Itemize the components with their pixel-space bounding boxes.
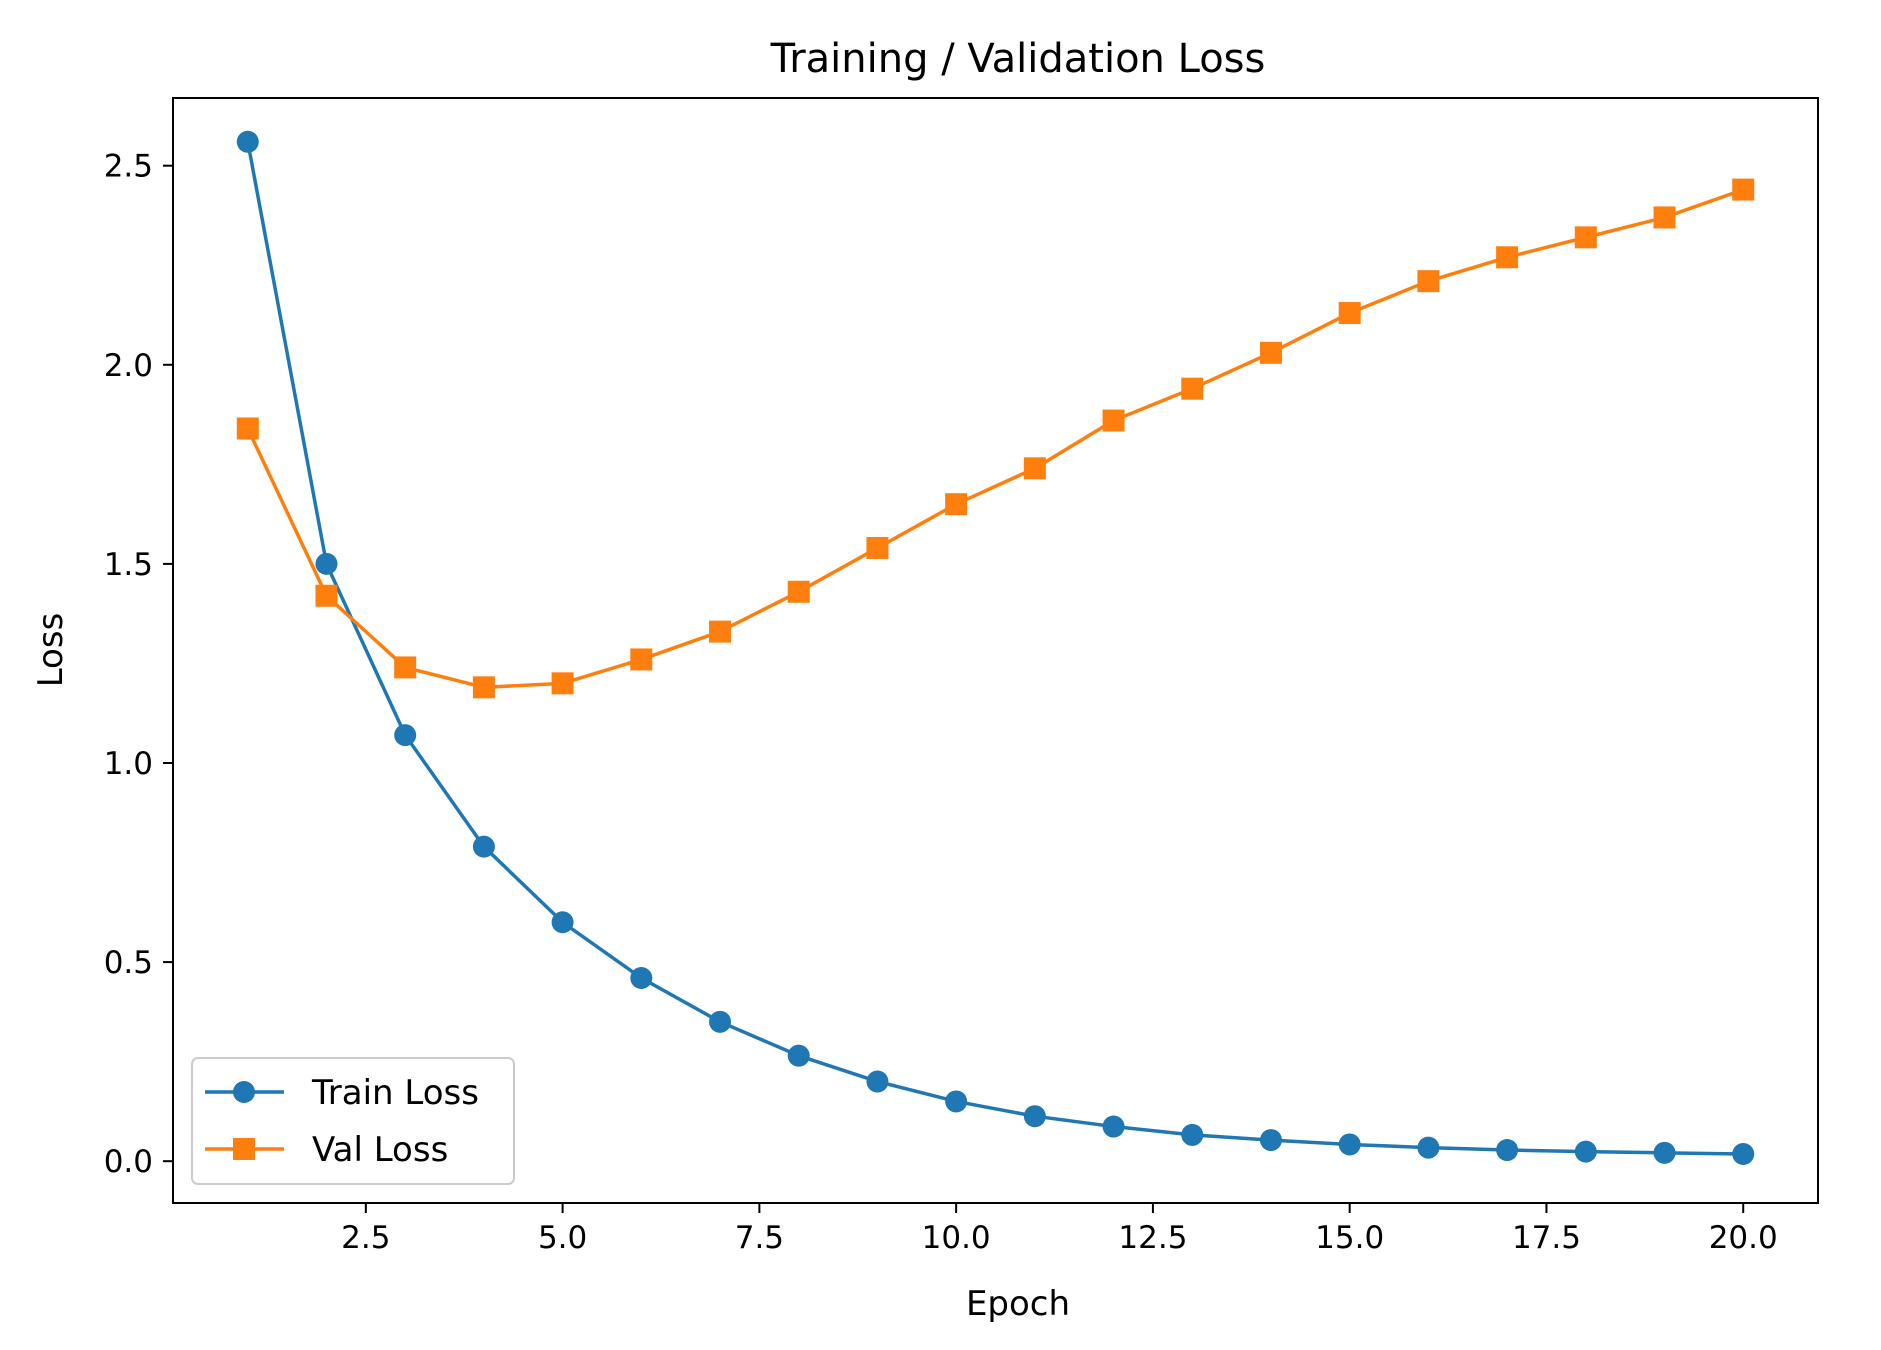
train-loss-point: [1023, 1105, 1046, 1128]
val-loss-point: [1574, 226, 1597, 249]
train-loss-point: [1732, 1143, 1755, 1166]
train-loss-point: [1259, 1129, 1282, 1152]
legend-train-loss-label: Train Loss: [311, 1073, 479, 1113]
legend-val-loss-label: Val Loss: [312, 1130, 448, 1170]
train-loss-point: [1496, 1139, 1519, 1162]
legend-train-loss-marker: [233, 1081, 255, 1103]
y-tick-label: 2.0: [104, 348, 153, 384]
train-loss-point: [1102, 1115, 1125, 1138]
chart-title: Training / Validation Loss: [770, 36, 1266, 82]
val-loss-point: [1259, 341, 1282, 364]
legend-box: [191, 1057, 515, 1185]
train-loss-line: [246, 141, 1744, 1156]
train-loss-point: [1338, 1133, 1361, 1156]
val-loss-point: [787, 580, 810, 603]
x-tick-label: 20.0: [1709, 1220, 1778, 1256]
val-loss-point: [472, 676, 495, 699]
x-tick-label: 7.5: [735, 1220, 784, 1256]
x-tick-label: 15.0: [1315, 1220, 1384, 1256]
x-axis-label: Epoch: [966, 1284, 1070, 1324]
train-loss-point: [315, 552, 338, 575]
y-tick-label: 0.5: [104, 945, 153, 981]
val-loss-point: [1496, 246, 1519, 269]
train-loss-point: [551, 911, 574, 934]
x-tick-label: 2.5: [341, 1220, 390, 1256]
val-loss-point: [236, 417, 259, 440]
val-loss-point: [1417, 270, 1440, 293]
x-tick-label: 10.0: [922, 1220, 991, 1256]
val-loss-point: [1338, 302, 1361, 325]
val-loss-point: [709, 620, 732, 643]
train-loss-point: [1653, 1141, 1676, 1164]
val-loss-point: [1023, 457, 1046, 480]
train-loss-point: [945, 1090, 968, 1113]
train-loss-point: [236, 130, 259, 153]
val-loss-point: [1732, 178, 1755, 201]
val-loss-point: [1102, 409, 1125, 432]
train-loss-point: [1574, 1140, 1597, 1163]
series-layer: [236, 130, 1755, 1166]
train-loss-point: [1417, 1136, 1440, 1159]
train-loss-point: [709, 1010, 732, 1033]
y-tick-label: 2.5: [104, 149, 153, 185]
y-tick-label: 0.0: [104, 1144, 153, 1180]
train-loss-point: [866, 1070, 889, 1093]
val-loss-point: [394, 656, 417, 679]
x-axis-ticks: 2.5 5.0 7.5 10.0 12.5 15.0 17.5 20.0: [341, 1203, 1778, 1256]
train-loss-point: [787, 1044, 810, 1067]
legend-val-loss-marker: [233, 1138, 255, 1160]
train-loss-point: [472, 835, 495, 858]
y-tick-label: 1.5: [104, 547, 153, 583]
x-tick-label: 5.0: [538, 1220, 587, 1256]
legend: Train Loss Val Loss: [191, 1057, 515, 1185]
val-loss-point: [315, 584, 338, 607]
val-loss-line: [246, 187, 1744, 690]
val-loss-point: [866, 536, 889, 559]
train-loss-point: [394, 724, 417, 747]
series-val-loss: [236, 178, 1755, 699]
train-loss-point: [630, 967, 653, 990]
y-tick-label: 1.0: [104, 746, 153, 782]
val-loss-point: [1653, 206, 1676, 229]
x-tick-label: 12.5: [1118, 1220, 1187, 1256]
plot-area-frame: [172, 97, 1819, 1204]
val-loss-point: [1181, 377, 1204, 400]
y-axis-ticks: 0.0 0.5 1.0 1.5 2.0 2.5: [104, 149, 173, 1180]
y-axis-label: Loss: [31, 613, 71, 688]
train-loss-point: [1181, 1123, 1204, 1146]
x-tick-label: 17.5: [1512, 1220, 1581, 1256]
val-loss-point: [630, 648, 653, 671]
val-loss-point: [551, 672, 574, 695]
series-train-loss: [236, 130, 1755, 1166]
val-loss-point: [945, 493, 968, 516]
